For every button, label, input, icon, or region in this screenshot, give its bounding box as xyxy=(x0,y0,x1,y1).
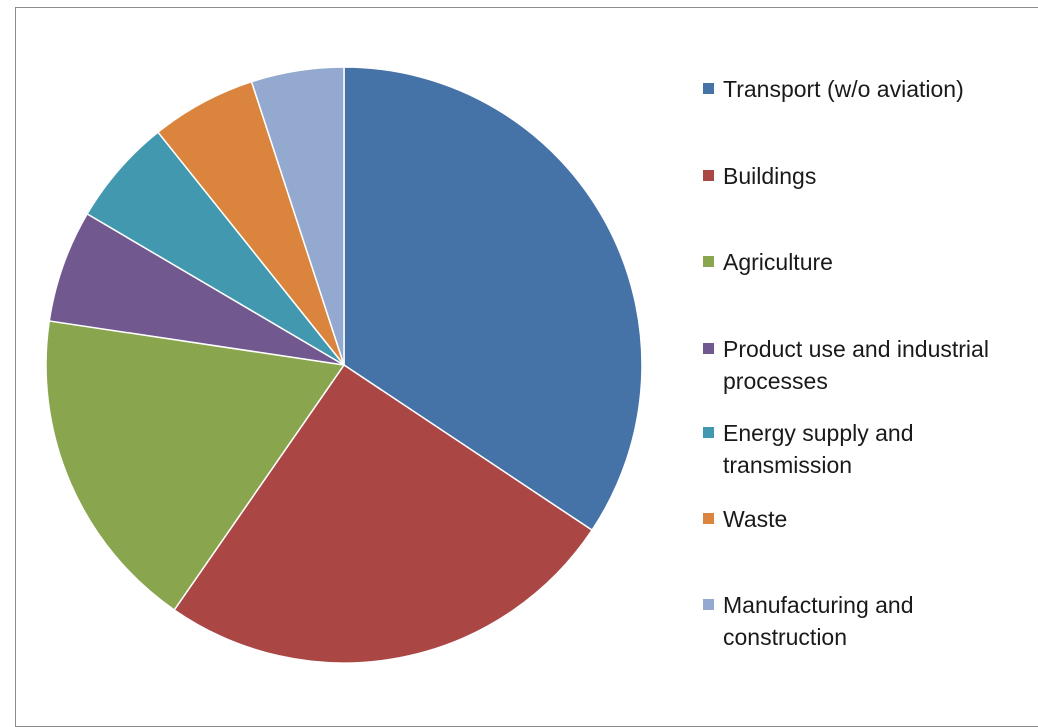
legend-swatch xyxy=(703,343,714,354)
legend-label: Manufacturing and construction xyxy=(723,592,914,650)
legend-label: Transport (w/o aviation) xyxy=(723,76,964,102)
legend-swatch xyxy=(703,427,714,438)
pie-slice-manufacturing-and-construction xyxy=(250,66,345,366)
legend-item-transport-w-o-aviation: Transport (w/o aviation) xyxy=(703,73,1033,105)
legend-item-buildings: Buildings xyxy=(703,160,1033,192)
legend-label: Energy supply and transmission xyxy=(723,420,914,478)
legend-swatch xyxy=(703,170,714,181)
legend-item-product-use-and-industrial-processes: Product use and industrial processes xyxy=(703,333,1033,397)
legend-swatch xyxy=(703,256,714,267)
legend-label: Buildings xyxy=(723,163,817,189)
legend-swatch xyxy=(703,83,714,94)
legend-label: Agriculture xyxy=(723,249,833,275)
chart-frame: Transport (w/o aviation) Buildings Agricul… xyxy=(15,7,1038,727)
legend-item-energy-supply-and-transmission: Energy supply and transmission xyxy=(703,417,1033,481)
legend-swatch xyxy=(703,599,714,610)
legend-item-waste: Waste xyxy=(703,503,1033,535)
legend-label: Product use and industrial processes xyxy=(723,336,989,394)
pie-slice-buildings xyxy=(173,364,593,664)
legend-swatch xyxy=(703,513,714,524)
pie-chart xyxy=(45,66,643,664)
legend-item-agriculture: Agriculture xyxy=(703,246,1033,278)
legend-label: Waste xyxy=(723,506,788,532)
pie-slice-agriculture xyxy=(45,320,345,611)
legend-item-manufacturing-and-construction: Manufacturing and construction xyxy=(703,589,1033,653)
